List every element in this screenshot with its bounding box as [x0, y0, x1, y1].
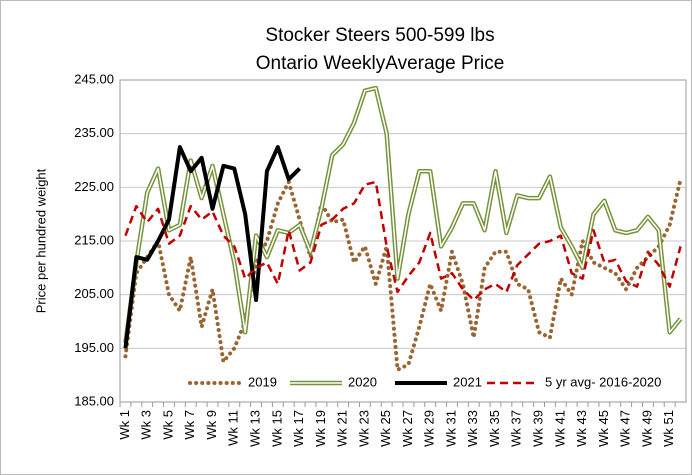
x-tick-label: Wk 35 [487, 410, 502, 447]
x-tick-label: Wk 49 [639, 410, 654, 447]
x-tick-label: Wk 11 [226, 410, 241, 446]
x-tick-label: Wk 7 [182, 410, 197, 440]
x-tick-label: Wk 13 [247, 410, 262, 447]
x-tick-label: Wk 43 [574, 410, 589, 447]
x-tick-label: Wk 31 [443, 410, 458, 447]
y-tick-label: 205.00 [74, 286, 114, 301]
x-tick-label: Wk 41 [552, 410, 567, 447]
x-tick-label: Wk 5 [160, 410, 175, 440]
x-tick-label: Wk 15 [269, 410, 284, 447]
y-tick-label: 215.00 [74, 232, 114, 247]
y-tick-label: 225.00 [74, 179, 114, 194]
chart-title: Stocker Steers 500-599 lbs [265, 25, 494, 46]
x-tick-label: Wk 25 [378, 410, 393, 447]
y-axis-label: Price per hundred weight [33, 168, 48, 313]
x-tick-label: Wk 21 [335, 410, 350, 447]
chart-subtitle: Ontario WeeklyAverage Price [256, 53, 505, 74]
x-tick-label: Wk 29 [422, 410, 437, 447]
x-tick-label: Wk 47 [618, 410, 633, 447]
series-line [123, 145, 302, 349]
legend-label: 2019 [248, 374, 277, 389]
legend-label: 2020 [348, 374, 377, 389]
x-tick-label: Wk 37 [509, 410, 524, 447]
x-tick-label: Wk 27 [400, 410, 415, 447]
x-tick-label: Wk 17 [291, 410, 306, 447]
x-tick-label: Wk 39 [530, 410, 545, 447]
x-tick-label: Wk 23 [356, 410, 371, 447]
y-tick-label: 235.00 [74, 125, 114, 140]
y-tick-label: 245.00 [74, 71, 114, 86]
y-tick-label: 185.00 [74, 393, 114, 408]
x-tick-label: Wk 3 [139, 410, 154, 440]
y-tick-label: 195.00 [74, 340, 114, 355]
legend-label: 2021 [453, 374, 482, 389]
x-tick-label: Wk 19 [313, 410, 328, 447]
legend-label: 5 yr avg- 2016-2020 [545, 374, 661, 389]
x-tick-label: Wk 9 [204, 410, 219, 440]
series-line [124, 180, 682, 302]
x-tick-label: Wk 45 [596, 410, 611, 447]
x-tick-label: Wk 51 [661, 410, 676, 447]
x-tick-label: Wk 33 [465, 410, 480, 447]
x-tick-label: Wk 1 [117, 410, 132, 440]
